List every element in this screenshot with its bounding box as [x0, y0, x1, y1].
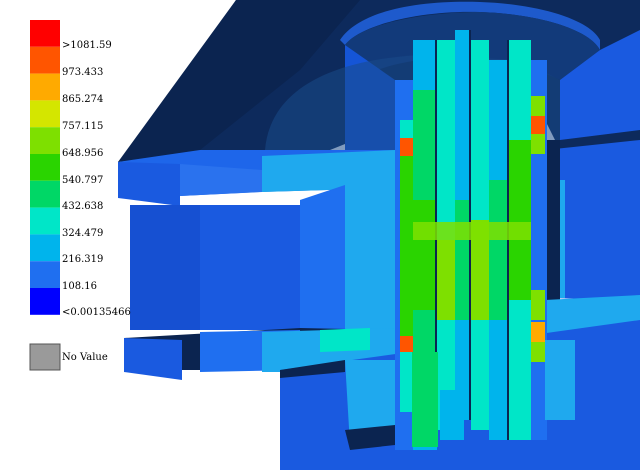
core-col-6-band — [489, 180, 509, 320]
core-col-7-band — [509, 140, 531, 300]
base-block-top — [280, 360, 345, 378]
body-inner-cut — [345, 185, 395, 330]
core-col-5-band — [471, 220, 489, 320]
core-base-cyan — [440, 390, 464, 440]
core-col-8-band-c — [531, 134, 545, 154]
core-base-left-dark — [345, 425, 395, 450]
core-base-green — [412, 352, 438, 447]
core-col-8-band-e — [531, 322, 545, 342]
core-col-1-band-c — [400, 156, 413, 336]
core-col-8-band-a — [531, 96, 545, 116]
core-base-right — [545, 340, 575, 420]
core-col-1-band-d — [400, 336, 413, 352]
body-right-segment — [545, 140, 640, 300]
core-col-4-band — [455, 200, 471, 320]
boss-top-rim — [340, 1, 600, 50]
lower-flange-cyan-patch — [320, 328, 370, 352]
core-col-2-band-c — [413, 310, 437, 360]
core-col-3-band — [437, 240, 455, 320]
boss-wall-right — [560, 30, 640, 140]
core-base-left — [345, 360, 395, 445]
upper-flange-front-mid2 — [262, 150, 395, 192]
core-col-2-band-b — [413, 200, 437, 310]
body-front-left-shade — [130, 205, 200, 330]
core-col-8-band-d — [531, 290, 545, 320]
body-right-dark — [545, 140, 560, 300]
core-col-1-band-b — [400, 138, 413, 156]
housing-top-plane — [118, 0, 360, 162]
upper-flange-front-mid — [180, 164, 262, 196]
core-columns — [395, 30, 547, 450]
core-col-8-band-f — [531, 342, 545, 362]
body-inner-left — [300, 185, 345, 335]
core-col-1-band-e — [400, 352, 413, 412]
upper-flange-front-left — [118, 162, 180, 206]
core-col-8-band-b — [531, 116, 545, 134]
core-mid-band — [413, 222, 531, 240]
core-col-2-band-a — [413, 90, 437, 200]
lower-flange-front-left — [124, 338, 182, 380]
